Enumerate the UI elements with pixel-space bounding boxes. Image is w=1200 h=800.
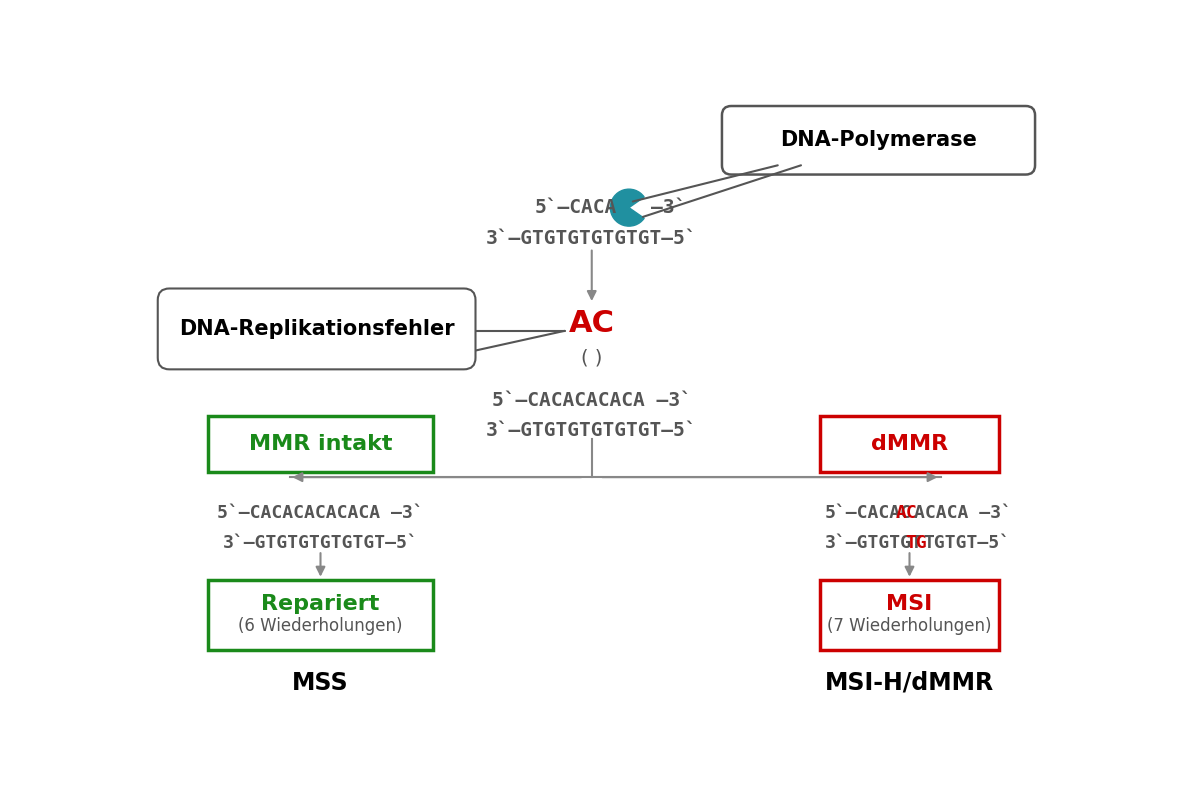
Text: AC: AC (569, 309, 614, 338)
Text: DNA-Polymerase: DNA-Polymerase (780, 130, 977, 150)
Text: MMR intakt: MMR intakt (248, 434, 392, 454)
Text: (7 Wiederholungen): (7 Wiederholungen) (827, 617, 991, 634)
FancyBboxPatch shape (157, 289, 475, 370)
Text: 3`–GTGTGTGTGTGT–5`: 3`–GTGTGTGTGTGT–5` (486, 422, 697, 441)
Text: (6 Wiederholungen): (6 Wiederholungen) (239, 617, 403, 634)
FancyBboxPatch shape (208, 579, 433, 650)
Text: ( ): ( ) (581, 348, 602, 367)
Text: ACACA –3`: ACACA –3` (914, 504, 1012, 522)
Text: MSI-H/dMMR: MSI-H/dMMR (824, 670, 994, 694)
Text: 5`–CACACACACACA –3`: 5`–CACACACACACA –3` (217, 504, 424, 522)
Text: dMMR: dMMR (871, 434, 948, 454)
Text: 3`–GTGTGTGTGTGT–5`: 3`–GTGTGTGTGTGT–5` (223, 534, 419, 552)
Text: TGTGT–5`: TGTGT–5` (923, 534, 1010, 552)
Text: AC: AC (896, 504, 918, 522)
FancyBboxPatch shape (821, 579, 998, 650)
Text: MSI: MSI (887, 594, 932, 614)
Text: –3`: –3` (650, 198, 686, 217)
Text: 5`–CACACACACA –3`: 5`–CACACACACA –3` (492, 390, 691, 410)
Text: 3`–GTGTGTGTGTGT–5`: 3`–GTGTGTGTGTGT–5` (486, 229, 697, 248)
Text: DNA-Replikationsfehler: DNA-Replikationsfehler (179, 319, 455, 339)
FancyBboxPatch shape (821, 416, 998, 472)
Text: Repariert: Repariert (262, 594, 379, 614)
FancyBboxPatch shape (722, 106, 1036, 174)
Text: 3`–GTGTGT: 3`–GTGTGT (824, 534, 923, 552)
Text: TG: TG (905, 534, 926, 552)
Text: 5`–CACAC: 5`–CACAC (824, 504, 912, 522)
Text: MSS: MSS (292, 670, 349, 694)
Text: 5`–CACA: 5`–CACA (535, 198, 617, 217)
FancyBboxPatch shape (208, 416, 433, 472)
Wedge shape (611, 189, 644, 226)
